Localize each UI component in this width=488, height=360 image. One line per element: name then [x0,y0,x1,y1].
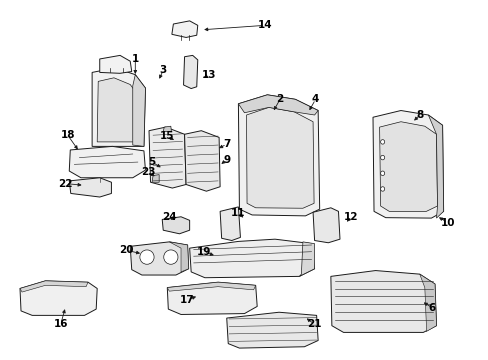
Polygon shape [189,239,314,278]
Text: 5: 5 [148,157,155,167]
Text: 20: 20 [119,246,134,255]
Text: 2: 2 [276,94,283,104]
Polygon shape [427,115,443,218]
Polygon shape [419,274,436,332]
Text: 3: 3 [159,65,166,75]
Text: 15: 15 [160,131,174,141]
Polygon shape [299,242,314,276]
Text: 10: 10 [440,217,454,228]
Text: 12: 12 [343,212,358,222]
Polygon shape [20,281,88,292]
Text: 8: 8 [415,110,423,120]
Polygon shape [92,68,145,147]
Polygon shape [97,78,139,142]
Polygon shape [132,75,145,147]
Polygon shape [162,217,189,234]
Text: 24: 24 [162,212,176,222]
Ellipse shape [140,250,154,264]
Polygon shape [167,282,255,291]
Ellipse shape [380,140,384,144]
Polygon shape [220,207,240,240]
Ellipse shape [380,187,384,191]
Text: 18: 18 [61,130,75,140]
Polygon shape [183,55,197,89]
Text: 19: 19 [196,247,211,257]
Text: 22: 22 [59,179,73,189]
Text: 16: 16 [53,319,68,329]
Ellipse shape [380,171,384,176]
Polygon shape [20,281,97,315]
Polygon shape [130,242,188,275]
Polygon shape [226,312,318,348]
Polygon shape [69,178,111,197]
Polygon shape [372,111,443,218]
Text: 1: 1 [131,54,139,64]
Text: 23: 23 [141,167,155,177]
Polygon shape [379,122,437,211]
Text: 6: 6 [428,303,435,313]
Polygon shape [238,95,318,115]
Ellipse shape [380,156,384,160]
Polygon shape [169,242,188,272]
Text: 7: 7 [223,139,230,149]
Polygon shape [69,147,145,178]
Polygon shape [238,95,319,216]
Text: 17: 17 [180,295,195,305]
Polygon shape [149,127,186,188]
Text: 13: 13 [201,69,216,80]
Text: 14: 14 [257,21,272,30]
Polygon shape [330,271,436,332]
Polygon shape [184,131,220,191]
Ellipse shape [163,250,178,264]
Text: 21: 21 [307,319,321,329]
Text: 11: 11 [230,208,244,218]
Polygon shape [100,55,131,73]
Text: 4: 4 [311,94,319,104]
Text: 9: 9 [223,155,230,165]
Polygon shape [312,208,339,243]
Polygon shape [171,21,197,37]
Polygon shape [163,126,171,132]
Polygon shape [152,175,159,182]
Polygon shape [167,282,257,315]
Polygon shape [246,107,313,208]
